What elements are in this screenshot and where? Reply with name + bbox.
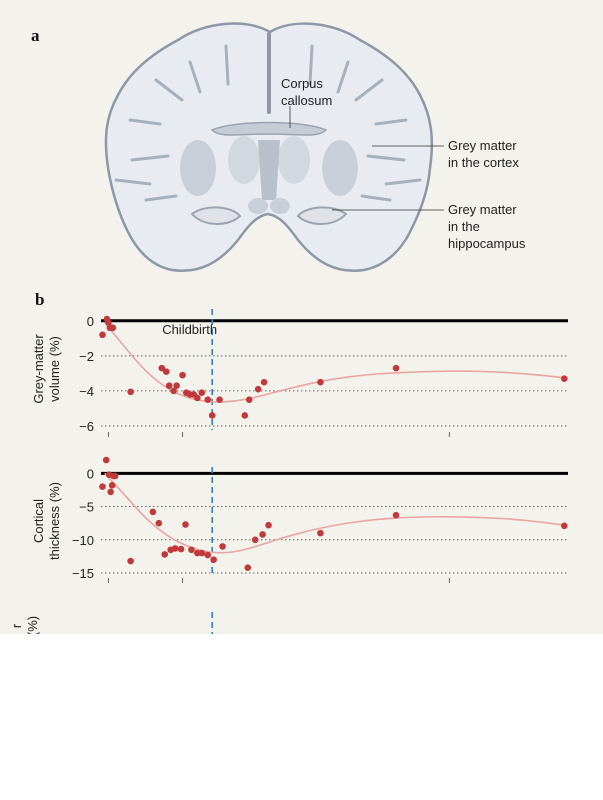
- data-point: [188, 546, 195, 554]
- data-point: [165, 382, 173, 389]
- data-point: [210, 556, 217, 564]
- data-point: [216, 396, 223, 403]
- panel-b-letter: b: [35, 290, 45, 309]
- data-point: [171, 545, 179, 552]
- data-point: [194, 394, 201, 402]
- data-point: [392, 364, 400, 372]
- figure-panel: a b Corpus callosum Grey matter: [0, 0, 603, 634]
- data-point: [108, 481, 116, 489]
- panel-b-charts: 0 −2 −4 −6 Childbirth Grey-matter volume (%) 0 −…: [9, 309, 568, 634]
- data-point: [109, 324, 117, 332]
- label-cortex-line2: in the cortex: [448, 155, 519, 170]
- data-point: [198, 549, 206, 557]
- data-point: [107, 488, 114, 496]
- y-axis-label-line1: Grey-matter: [31, 334, 46, 404]
- data-point: [317, 529, 324, 537]
- data-point: [149, 508, 157, 516]
- data-point: [198, 389, 206, 396]
- y-axis-label-line2: (%): [25, 616, 40, 634]
- data-point: [111, 472, 119, 480]
- data-point: [170, 387, 177, 395]
- data-point: [241, 412, 249, 419]
- y-tick-label: −2: [79, 349, 94, 364]
- y-tick-label: 0: [87, 314, 94, 329]
- data-point: [155, 519, 163, 527]
- data-point: [204, 551, 212, 559]
- panel-a-letter: a: [31, 26, 40, 45]
- data-point: [260, 378, 268, 386]
- data-point: [161, 551, 169, 558]
- data-point: [173, 382, 180, 389]
- data-point: [177, 545, 185, 553]
- chart-cortical-thickness: 0 −5 −10 −15 Cortical thickness (%): [31, 456, 568, 583]
- chart-grey-matter-volume: 0 −2 −4 −6 Childbirth Grey-matter volume (%): [31, 309, 568, 437]
- data-point: [158, 364, 166, 372]
- label-hippo-line2: in the: [448, 219, 480, 234]
- chart-hippocampus-partial: 15r(%): [9, 612, 213, 634]
- data-point: [162, 368, 170, 375]
- data-point: [127, 388, 134, 396]
- data-point: [182, 521, 189, 528]
- data-point: [560, 375, 568, 382]
- data-point: [105, 319, 112, 326]
- data-point: [259, 531, 266, 538]
- trend-line: [104, 472, 565, 554]
- trend-line: [104, 321, 565, 403]
- label-corpus-line1: Corpus: [281, 76, 323, 91]
- data-point: [208, 412, 216, 419]
- y-axis-label-line1: r: [9, 623, 24, 628]
- y-axis-label-line2: volume (%): [47, 336, 62, 402]
- data-point: [204, 396, 212, 403]
- data-point: [244, 564, 252, 571]
- y-axis-label-line2: thickness (%): [47, 482, 62, 560]
- label-hippo-line3: hippocampus: [448, 236, 526, 251]
- y-tick-label: −4: [79, 384, 94, 399]
- data-point: [179, 371, 186, 379]
- y-tick-label: 0: [87, 466, 94, 481]
- y-tick-label: −6: [79, 419, 94, 434]
- data-point: [99, 483, 106, 490]
- label-hippo-line1: Grey matter: [448, 202, 517, 217]
- childbirth-label: Childbirth: [162, 322, 217, 337]
- data-point: [219, 543, 226, 550]
- y-tick-label: −5: [79, 500, 94, 515]
- data-point: [392, 511, 400, 519]
- deep-grey-matter: [180, 136, 358, 214]
- data-point: [127, 557, 134, 565]
- data-point: [102, 456, 110, 464]
- y-tick-label: −10: [72, 533, 94, 548]
- y-axis-label-line1: Cortical: [31, 499, 46, 543]
- label-cortex-line1: Grey matter: [448, 138, 517, 153]
- data-point: [254, 385, 262, 393]
- hippocampus: [190, 206, 348, 225]
- data-point: [265, 521, 272, 529]
- brain-illustration: Corpus callosum Grey matter in the corte…: [104, 22, 526, 272]
- label-corpus-line2: callosum: [281, 93, 332, 108]
- data-point: [560, 522, 568, 530]
- corpus-callosum: [210, 121, 328, 136]
- data-point: [251, 536, 259, 544]
- y-tick-label: −15: [72, 566, 94, 581]
- data-point: [99, 331, 106, 339]
- data-point: [317, 378, 324, 386]
- data-point: [245, 396, 253, 403]
